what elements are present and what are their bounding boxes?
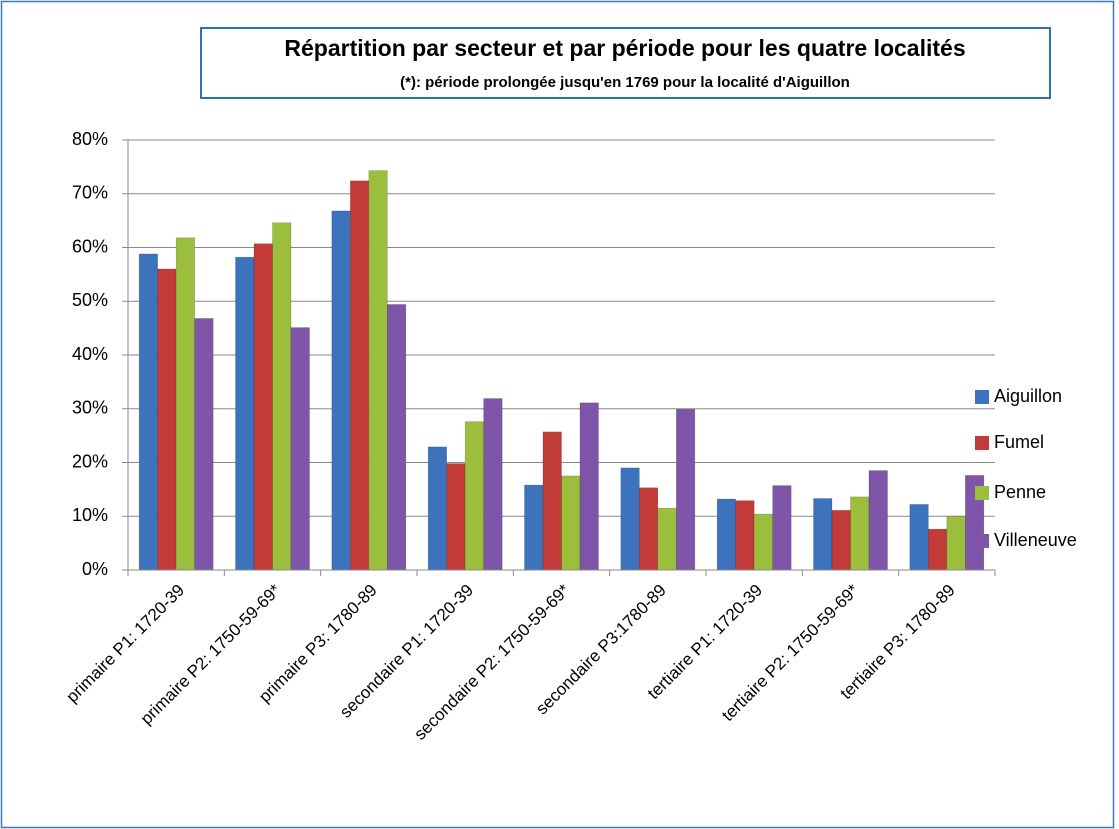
bar	[272, 222, 292, 571]
legend-label: Fumel	[994, 432, 1044, 452]
y-tick-label: 60%	[72, 236, 108, 256]
legend-label: Villeneuve	[994, 530, 1077, 550]
bar	[194, 318, 214, 571]
bar	[387, 304, 407, 571]
bar	[290, 327, 310, 571]
bar	[331, 210, 351, 571]
legend-label: Penne	[994, 482, 1046, 502]
bar	[350, 180, 370, 571]
bar	[138, 253, 158, 571]
y-tick-label: 80%	[72, 129, 108, 149]
bar	[253, 243, 273, 571]
bar	[639, 487, 659, 571]
bar	[716, 498, 736, 571]
bar	[464, 421, 484, 571]
bar	[368, 170, 388, 571]
y-tick-label: 50%	[72, 290, 108, 310]
bar	[676, 408, 696, 571]
bar	[772, 485, 792, 571]
legend-swatch	[975, 390, 989, 404]
bar	[850, 496, 870, 571]
bar	[235, 256, 255, 571]
chart-subtitle: (*): période prolongée jusqu'en 1769 pou…	[400, 74, 850, 91]
bar	[157, 268, 177, 571]
bar	[831, 510, 851, 571]
bar	[909, 504, 929, 571]
bar	[657, 507, 677, 571]
bar	[868, 470, 888, 571]
legend-swatch	[975, 436, 989, 450]
y-tick-label: 0%	[82, 559, 108, 579]
y-tick-label: 30%	[72, 398, 108, 418]
bar	[561, 475, 581, 571]
y-tick-label: 10%	[72, 505, 108, 525]
y-tick-label: 20%	[72, 451, 108, 471]
bar	[427, 446, 447, 571]
y-tick-label: 40%	[72, 344, 108, 364]
y-tick-label: 70%	[72, 183, 108, 203]
bar	[446, 463, 466, 571]
bar	[735, 500, 755, 571]
title-box	[200, 27, 1051, 99]
bar	[483, 398, 503, 571]
legend-label: Aiguillon	[994, 386, 1062, 406]
bar	[813, 498, 833, 571]
bar	[753, 513, 773, 571]
bar	[579, 402, 599, 571]
legend-swatch	[975, 486, 989, 500]
bar	[946, 515, 966, 571]
bar	[524, 484, 544, 571]
bar	[620, 467, 640, 571]
bar	[928, 528, 948, 571]
chart-title: Répartition par secteur et par période p…	[284, 35, 965, 61]
bar	[175, 237, 195, 571]
bar	[542, 431, 562, 571]
legend-swatch	[975, 534, 989, 548]
